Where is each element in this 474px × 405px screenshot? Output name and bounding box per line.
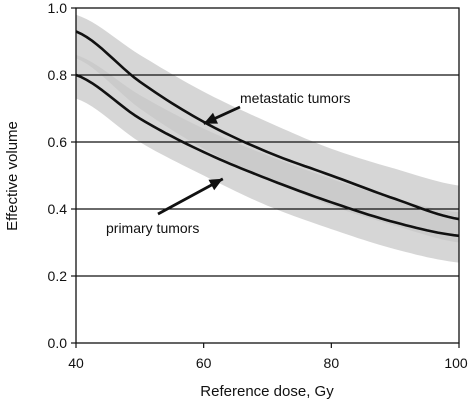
band-primary	[76, 54, 459, 263]
series-line-primary	[76, 73, 459, 238]
annotation-label-primary: primary tumors	[106, 220, 199, 236]
annotation-arrowhead-metastatic	[203, 112, 218, 124]
x-axis-label: Reference dose, Gy	[200, 383, 334, 400]
y-axis-label: Effective volume	[4, 121, 21, 231]
y-tick-label: 0.4	[48, 201, 68, 217]
y-axis-ticks: 0.0 0.2 0.4 0.6 0.8 1.0	[48, 0, 76, 351]
x-tick-label: 100	[444, 355, 468, 371]
y-tick-label: 0.6	[48, 134, 68, 150]
annotations: metastatic tumors primary tumors	[106, 90, 350, 236]
band-metastatic	[76, 14, 459, 243]
y-tick-label: 0.2	[48, 268, 68, 284]
plot-border	[75, 7, 460, 344]
gridlines	[76, 74, 459, 277]
x-tick-label: 60	[196, 355, 212, 371]
series-line-metastatic	[76, 30, 459, 221]
y-tick-label: 1.0	[48, 0, 68, 16]
plot-frame	[75, 7, 460, 344]
x-axis-ticks: 40 60 80 100	[68, 343, 468, 371]
annotation-label-metastatic: metastatic tumors	[240, 90, 350, 106]
series-lines	[76, 30, 459, 238]
annotation-arrowhead-primary	[208, 178, 223, 191]
y-tick-label: 0.0	[48, 335, 68, 351]
x-tick-label: 80	[324, 355, 340, 371]
y-tick-label: 0.8	[48, 67, 68, 83]
x-tick-label: 40	[68, 355, 84, 371]
confidence-bands	[76, 14, 459, 263]
